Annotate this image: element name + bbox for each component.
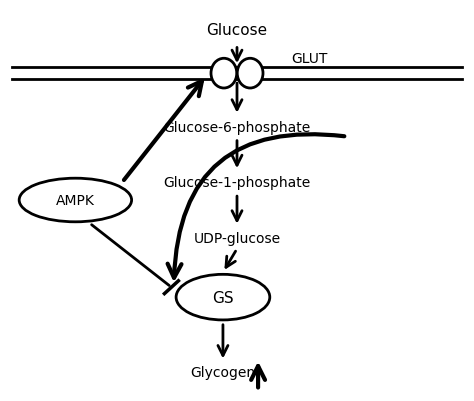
Text: UDP-glucose: UDP-glucose: [193, 231, 281, 245]
Text: AMPK: AMPK: [56, 194, 95, 207]
Text: GLUT: GLUT: [291, 52, 327, 66]
Text: Glucose-6-phosphate: Glucose-6-phosphate: [164, 120, 310, 134]
Text: Glycogen: Glycogen: [191, 366, 255, 379]
Text: GS: GS: [212, 290, 234, 305]
FancyArrowPatch shape: [168, 135, 344, 278]
Ellipse shape: [176, 275, 270, 320]
Ellipse shape: [19, 179, 132, 222]
Ellipse shape: [211, 59, 237, 89]
Ellipse shape: [237, 59, 263, 89]
Text: Glucose-1-phosphate: Glucose-1-phosphate: [164, 176, 310, 190]
Text: Glucose: Glucose: [207, 23, 267, 38]
